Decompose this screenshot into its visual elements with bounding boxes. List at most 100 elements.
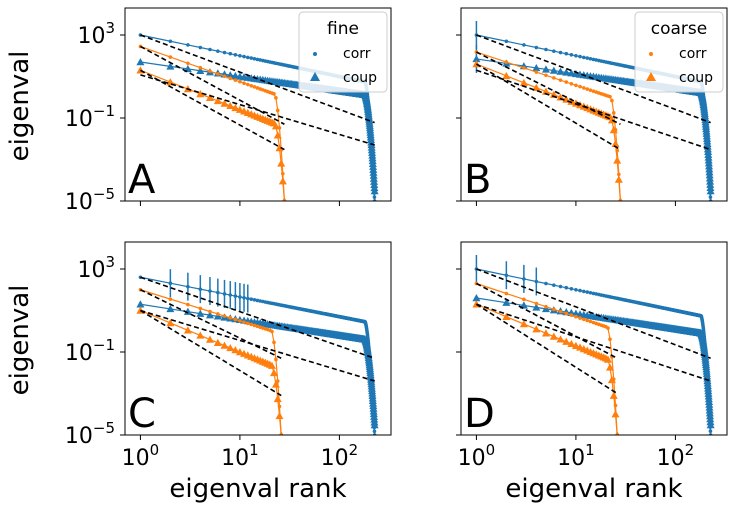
C-coup-small-point-25 (275, 411, 284, 420)
D-corr-point-8 (564, 285, 569, 290)
B-corr-point-11 (578, 54, 582, 59)
B-coup-small-series (472, 60, 623, 201)
D-coup-point-2 (502, 298, 511, 306)
D-corr-point-13 (585, 290, 590, 294)
ylabel-bottom: eigenval (5, 285, 35, 396)
A-coup-small-point-24 (273, 131, 282, 139)
A-corr-small-point-23 (274, 96, 278, 100)
B-coup-small-point-24 (609, 126, 618, 134)
D-corr-point-12 (581, 289, 586, 294)
A-corr-small-point-7 (222, 74, 227, 79)
legend-label-A-0: corr (343, 46, 371, 62)
D-corr-small-point-12 (581, 317, 586, 322)
A-fit-line-3 (140, 69, 285, 151)
B-corr-point-3 (522, 43, 526, 47)
ylabel-top: eigenval (5, 51, 35, 162)
D-corr-small-point-21 (606, 326, 610, 330)
C-corr-small-point-4 (198, 306, 203, 311)
C-corr-small-point-13 (249, 322, 254, 327)
B-corr-small-point-14 (588, 88, 593, 92)
C-coup-small-point-4 (196, 331, 205, 339)
C-coup-point-6 (213, 312, 222, 320)
B-corr-point-15 (591, 57, 596, 62)
A-corr-small-point-13 (249, 83, 254, 88)
D-corr-point-11 (578, 288, 582, 293)
B-fit-line-3 (476, 63, 621, 151)
A-corr-small-point-8 (228, 76, 233, 81)
C-corr-small-point-2 (168, 297, 173, 301)
D-corr-point-14 (588, 290, 593, 295)
D-corr-point-9 (569, 286, 574, 291)
D-corr-small-point-13 (585, 318, 590, 323)
C-ytick-label-2: 103 (77, 253, 115, 283)
B-corr-small-point-4 (534, 70, 539, 74)
D-coup-point-226 (706, 421, 715, 429)
D-coup-small-point-4 (532, 325, 541, 333)
A-coup-point-2 (166, 62, 175, 70)
C-coup-small-point-8 (226, 343, 235, 352)
A-coup-point-4 (196, 66, 205, 74)
A-corr-point-2 (168, 39, 173, 44)
C-coup-small-point-24 (273, 394, 282, 403)
xlabel-left: eigenval rank (169, 474, 346, 504)
C-corr-small-point-24 (275, 379, 280, 383)
legend-label-B-1: coup (679, 70, 713, 86)
D-corr-small-point-8 (564, 311, 569, 316)
B-coup-small-point-9 (567, 97, 576, 105)
panel-letter-D: D (464, 391, 495, 437)
A-ytick-label-0: 10−5 (65, 185, 115, 215)
C-corr-small-point-7 (222, 314, 227, 318)
D-coup-series (472, 294, 715, 429)
D-coup-small-point-24 (609, 391, 618, 399)
A-corr-small-point-11 (242, 81, 246, 86)
D-coup-small-point-22 (605, 363, 614, 371)
B-corr-small-point-7 (558, 78, 563, 82)
B-corr-small-point-8 (564, 80, 569, 84)
C-fit-line-2 (140, 289, 282, 359)
B-corr-small-point-9 (569, 81, 574, 86)
panel-D: 100 101 102 D (456, 241, 728, 471)
C-fit-line-1 (140, 309, 375, 382)
C-corr-series (138, 269, 377, 435)
legend-title-B: coarse (651, 19, 707, 39)
C-corr-small-point-10 (238, 319, 242, 323)
C-coup-small-point-21 (267, 361, 276, 369)
D-corr-small-point-2 (504, 291, 509, 296)
panel-letter-C: C (128, 391, 156, 437)
C-coup-point-2 (166, 304, 175, 313)
C-coup-small-point-7 (220, 341, 229, 349)
axes-frame-A (124, 7, 392, 202)
A-corr-small-point-2 (168, 55, 173, 59)
C-corr-small-point-9 (233, 317, 238, 322)
C-corr-small-point-22 (272, 340, 276, 345)
A-corr-small-point-4 (198, 65, 203, 70)
D-coup-small-point-8 (562, 337, 571, 345)
D-corr-small-point-22 (608, 337, 612, 342)
B-corr-small-point-6 (552, 76, 556, 80)
D-coup-small-point-21 (603, 355, 612, 363)
A-corr-small-point-24 (275, 108, 280, 113)
D-corr-point-225 (708, 429, 713, 433)
A-corr-point-12 (245, 55, 250, 60)
A-corr-small-point-5 (208, 69, 212, 73)
axes-frame-D (460, 241, 728, 436)
D-coup-small-point-10 (571, 341, 580, 349)
B-coup-small-point-27 (614, 175, 623, 183)
B-coup-point-4 (532, 63, 541, 72)
axes-frame-C (124, 241, 392, 436)
A-fit-line-0 (140, 34, 375, 124)
A-coup-small-point-27 (278, 177, 287, 185)
A-corr-small-point-10 (238, 79, 242, 84)
D-fit-line-0 (476, 268, 711, 359)
D-coup-point-1 (472, 294, 481, 302)
A-corr-point-4 (198, 45, 203, 50)
A-corr-small-point-3 (186, 61, 190, 66)
D-corr-small-point-11 (578, 316, 582, 320)
A-corr-small-point-9 (233, 78, 238, 82)
B-corr-small-point-12 (581, 86, 586, 90)
B-corr-point-10 (574, 53, 578, 58)
panel-letter-A: A (128, 157, 156, 203)
B-fit-line-2 (476, 51, 621, 125)
B-coup-small-point-3 (519, 78, 528, 87)
